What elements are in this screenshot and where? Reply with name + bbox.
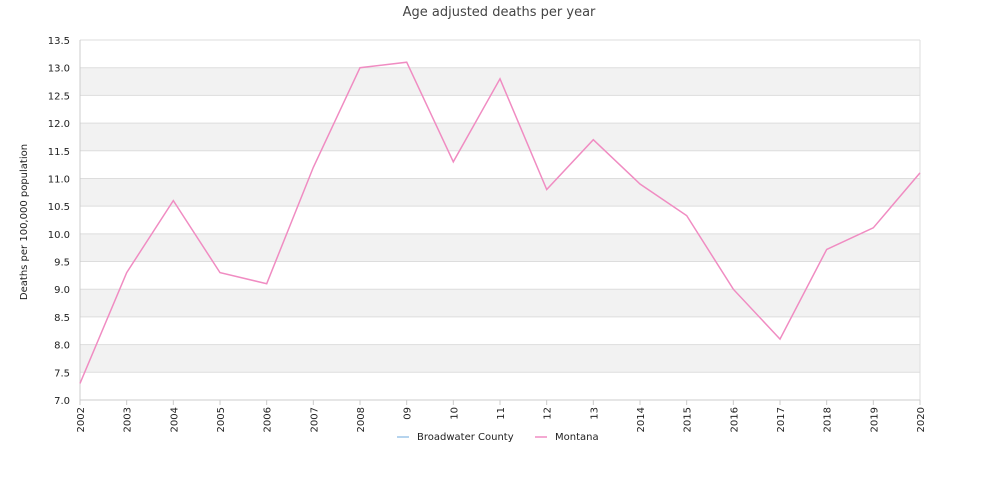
background-band xyxy=(80,150,920,179)
y-tick-label: 7.0 xyxy=(54,396,70,407)
x-tick-label: 2020 xyxy=(916,407,927,432)
y-tick-label: 11.5 xyxy=(48,147,70,158)
background-band xyxy=(80,67,920,96)
y-axis-label: Deaths per 100,000 population xyxy=(19,144,30,300)
series-line xyxy=(79,61,921,384)
legend: Broadwater County Montana xyxy=(397,432,599,443)
y-tick-label: 9.0 xyxy=(54,285,70,296)
x-tick-label: 2006 xyxy=(263,407,274,432)
y-tick-label: 11.0 xyxy=(48,174,70,185)
x-tick-label: 2003 xyxy=(123,407,134,432)
y-tick-label: 10.0 xyxy=(48,230,70,241)
gridlines xyxy=(79,39,921,401)
x-tick-label: 2014 xyxy=(636,407,647,432)
background-band xyxy=(80,95,920,124)
x-tick-label: 2008 xyxy=(356,407,367,432)
chart-title: Age adjusted deaths per year xyxy=(403,5,596,20)
x-tick-label: 11 xyxy=(496,407,507,420)
y-tick-label: 13.5 xyxy=(48,36,70,47)
y-axis-ticks: 7.0 7.5 8.0 8.5 9.0 9.5 10.0 10.5 11.0 11.5 12.0 12… xyxy=(48,36,70,407)
x-tick-label: 2015 xyxy=(683,407,694,432)
x-tick-label: 2017 xyxy=(776,407,787,432)
y-tick-label: 7.5 xyxy=(54,368,70,379)
background-band xyxy=(80,40,920,68)
y-tick-label: 8.5 xyxy=(54,313,70,324)
background-band xyxy=(80,372,920,400)
background-band xyxy=(80,316,920,345)
legend-label: Broadwater County xyxy=(417,432,514,443)
x-tick-label: 2016 xyxy=(729,407,740,432)
background-band xyxy=(80,233,920,262)
x-axis-ticks: 2002 2003 2004 2005 2006 2007 2008 09 10 11 12 13 20… xyxy=(76,400,927,432)
background-band xyxy=(80,344,920,373)
legend-label: Montana xyxy=(555,432,599,443)
y-tick-label: 10.5 xyxy=(48,202,70,213)
plot-background-bands xyxy=(80,40,920,400)
x-tick-label: 2019 xyxy=(869,407,880,432)
x-tick-label: 2005 xyxy=(216,407,227,432)
x-tick-label: 10 xyxy=(449,407,460,420)
background-band xyxy=(80,289,920,317)
background-band xyxy=(80,261,920,290)
x-tick-label: 2007 xyxy=(309,407,320,432)
y-tick-label: 12.5 xyxy=(48,91,70,102)
x-tick-label: 2018 xyxy=(823,407,834,432)
x-tick-label: 12 xyxy=(543,407,554,420)
y-tick-label: 9.5 xyxy=(54,258,70,269)
y-tick-label: 8.0 xyxy=(54,341,70,352)
x-tick-label: 13 xyxy=(589,407,600,420)
x-tick-label: 2004 xyxy=(169,407,180,432)
x-tick-label: 2002 xyxy=(76,407,87,432)
y-tick-label: 12.0 xyxy=(48,119,70,130)
background-band xyxy=(80,178,920,207)
background-band xyxy=(80,206,920,234)
background-band xyxy=(80,123,920,151)
series-layer xyxy=(79,61,921,384)
x-tick-label: 09 xyxy=(403,407,414,420)
y-tick-label: 13.0 xyxy=(48,64,70,75)
